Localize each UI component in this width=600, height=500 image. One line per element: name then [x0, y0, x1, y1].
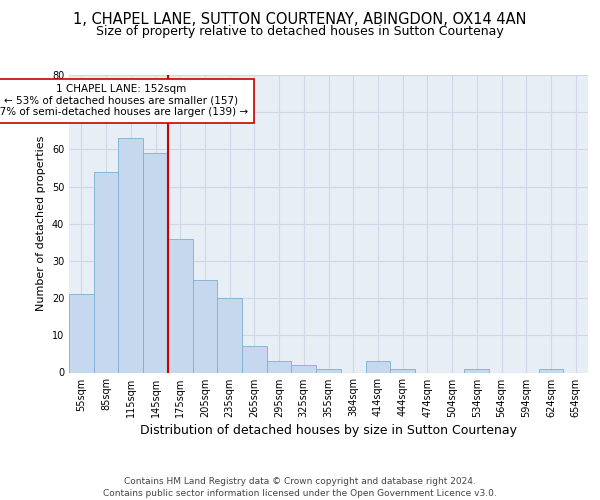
- Bar: [390, 369, 415, 372]
- Bar: [193, 280, 217, 372]
- Text: 1 CHAPEL LANE: 152sqm
← 53% of detached houses are smaller (157)
47% of semi-det: 1 CHAPEL LANE: 152sqm ← 53% of detached …: [0, 84, 248, 117]
- Bar: [143, 153, 168, 372]
- Bar: [168, 238, 193, 372]
- Bar: [94, 172, 118, 372]
- Text: 1, CHAPEL LANE, SUTTON COURTENAY, ABINGDON, OX14 4AN: 1, CHAPEL LANE, SUTTON COURTENAY, ABINGD…: [73, 12, 527, 28]
- Bar: [316, 369, 341, 372]
- Bar: [69, 294, 94, 372]
- Bar: [292, 365, 316, 372]
- X-axis label: Distribution of detached houses by size in Sutton Courtenay: Distribution of detached houses by size …: [140, 424, 517, 436]
- Bar: [365, 362, 390, 372]
- Bar: [464, 369, 489, 372]
- Text: Contains HM Land Registry data © Crown copyright and database right 2024.
Contai: Contains HM Land Registry data © Crown c…: [103, 476, 497, 498]
- Bar: [242, 346, 267, 372]
- Bar: [539, 369, 563, 372]
- Text: Size of property relative to detached houses in Sutton Courtenay: Size of property relative to detached ho…: [96, 25, 504, 38]
- Bar: [217, 298, 242, 372]
- Bar: [267, 362, 292, 372]
- Y-axis label: Number of detached properties: Number of detached properties: [36, 136, 46, 312]
- Bar: [118, 138, 143, 372]
